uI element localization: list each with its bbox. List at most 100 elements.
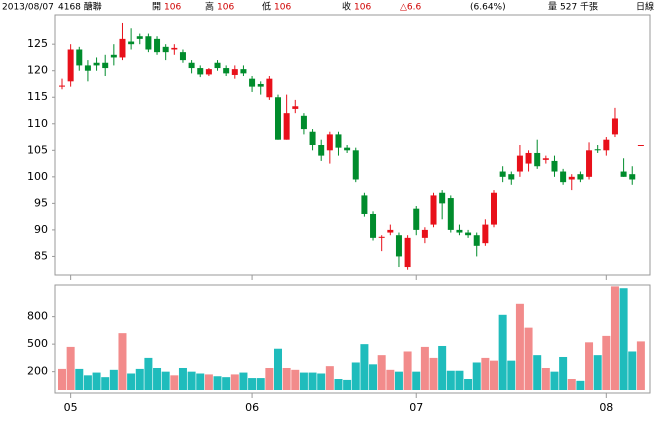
volume-bar [109,369,118,390]
candle-body [266,78,273,98]
candle-body [577,174,584,180]
volume-bar [178,367,187,390]
candle-body [309,131,316,145]
volume-bar [58,368,66,390]
candle-body [551,160,558,172]
volume-bar [455,370,464,390]
y-tick-label: 85 [34,249,48,262]
candle-body [110,54,117,58]
volume-bar [213,376,222,390]
volume-bar [170,375,179,390]
volume-bar [83,375,92,390]
volume-bar [282,367,291,390]
candle-body [560,171,567,183]
y-tick-label: 100 [27,170,48,183]
price-panel [54,14,651,276]
volume-bar [593,355,602,390]
volume-bar [118,333,127,390]
volume-bar [429,357,438,390]
volume-bar [541,367,550,390]
volume-bar [403,351,412,390]
volume-bar [144,357,153,390]
candle-body [447,198,454,230]
volume-bar [619,288,628,390]
candle-body [344,147,351,151]
y-tick-label: 120 [27,64,48,77]
candle-body [84,65,91,71]
candle-body [275,97,281,140]
y-tick-label: 90 [34,223,48,236]
item-label: 收 [342,1,351,13]
volume-bar [507,360,516,390]
candle-body [300,115,307,130]
candle-body [525,152,532,164]
candle-body [214,62,221,69]
volume-bar [135,368,144,390]
candle-body [188,62,195,69]
volume-bar [628,351,637,390]
volume-bar [464,378,473,390]
change: △6.6 [400,3,422,13]
y-tick-label: 115 [27,90,48,103]
volume-bar [127,373,136,390]
candle-body [620,171,627,177]
candle-body [145,36,152,50]
x-tick-label: 07 [409,401,423,414]
candle-body [326,134,333,151]
volume-bar [472,362,481,390]
candle-body [93,62,100,66]
candle-body [629,174,636,180]
candle-body [361,195,368,214]
candle-body [439,192,446,204]
candle-body [283,113,290,140]
volume-bar [394,371,403,390]
volume-bar [420,346,429,390]
item-value: 106 [217,3,234,13]
candle-body [430,195,437,225]
volume-bar [153,367,162,390]
volume-bar [274,348,282,390]
volume-bar [360,344,369,390]
candle-body [249,78,256,87]
volume-bar [412,371,421,390]
x-tick-label: 08 [599,401,613,414]
volume-bar [602,335,611,390]
candle-body [508,174,515,180]
candle-body [611,118,618,135]
volume-bar [299,372,308,390]
volume: 527 [560,3,577,13]
header-bar [0,0,657,14]
x-tick-label: 05 [64,401,78,414]
candle-body [197,68,204,75]
x-tick-label: 06 [245,401,259,414]
y-tick-label: 500 [27,337,48,350]
volume-bar [533,355,542,390]
volume-panel [54,284,651,394]
period: 日線 [636,1,654,13]
candle-body [119,38,126,58]
candle-body [534,152,541,167]
volume-bar [291,369,300,390]
candle-body [179,52,186,61]
volume-bar [377,355,386,390]
candle-body [395,235,402,257]
volume-bar [187,371,196,390]
candle-body [59,85,65,87]
y-tick-label: 125 [27,37,48,50]
candle-body [594,149,601,151]
candle-body [67,49,74,82]
candle-body [370,213,377,238]
change-pct: (6.64%) [470,3,506,13]
candle-body [499,171,506,177]
candle-body [352,150,359,180]
candle-body [128,41,135,45]
candle-body [335,134,342,148]
volume-bar [239,372,248,390]
candle-body [473,235,480,246]
y-tick-label: 200 [27,365,48,378]
y-tick-label: 105 [27,143,48,156]
candle-body [378,236,385,238]
candle-body [318,145,325,156]
candle-body [240,69,247,74]
volume-bar [515,303,524,390]
